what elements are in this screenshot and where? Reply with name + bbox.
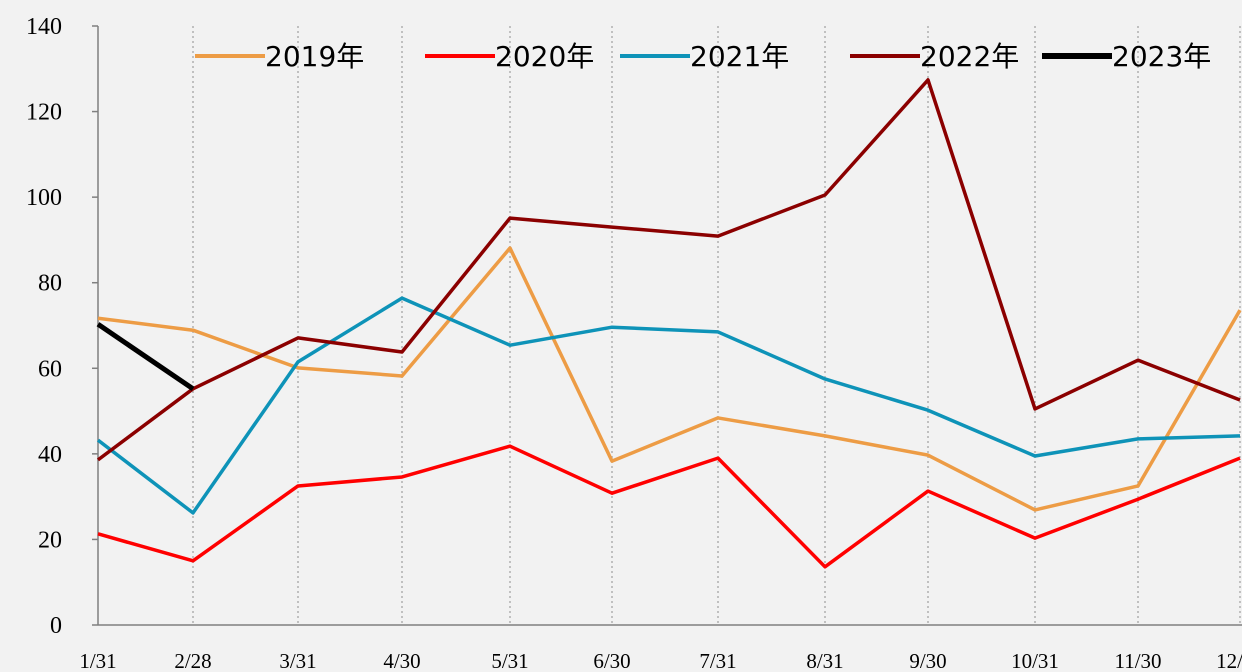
x-tick-label: 5/31 <box>491 649 528 672</box>
x-tick-label: 7/31 <box>699 649 736 672</box>
legend-label: 2021年 <box>690 40 789 73</box>
x-tick-label: 1/31 <box>79 649 116 672</box>
series-line <box>96 78 1241 462</box>
y-tick-label: 80 <box>38 271 62 297</box>
series-line <box>97 246 1242 512</box>
legend-label: 2023年 <box>1112 40 1211 73</box>
x-tick-label: 2/28 <box>174 649 211 672</box>
y-tick-label: 60 <box>38 356 62 382</box>
y-tick-label: 140 <box>26 14 62 40</box>
legend-label: 2020年 <box>495 40 594 73</box>
x-tick-label: 9/30 <box>909 649 946 672</box>
y-tick-label: 40 <box>38 442 62 468</box>
x-tick-label: 8/31 <box>806 649 843 672</box>
x-tick-label: 3/31 <box>279 649 316 672</box>
x-tick-label: 10/31 <box>1011 649 1059 672</box>
legend-label: 2019年 <box>265 40 364 73</box>
x-tick-label: 12/31 <box>1216 649 1242 672</box>
y-tick-label: 0 <box>50 613 62 639</box>
x-tick-label: 4/30 <box>383 649 420 672</box>
x-tick-label: 11/30 <box>1114 649 1161 672</box>
legend-label: 2022年 <box>920 40 1019 73</box>
x-tick-label: 6/30 <box>593 649 630 672</box>
series-line <box>96 296 1241 515</box>
y-tick-label: 120 <box>26 100 62 126</box>
series-line <box>96 322 195 391</box>
y-tick-label: 20 <box>38 527 62 553</box>
y-tick-label: 100 <box>26 185 62 211</box>
series-line <box>97 444 1241 569</box>
